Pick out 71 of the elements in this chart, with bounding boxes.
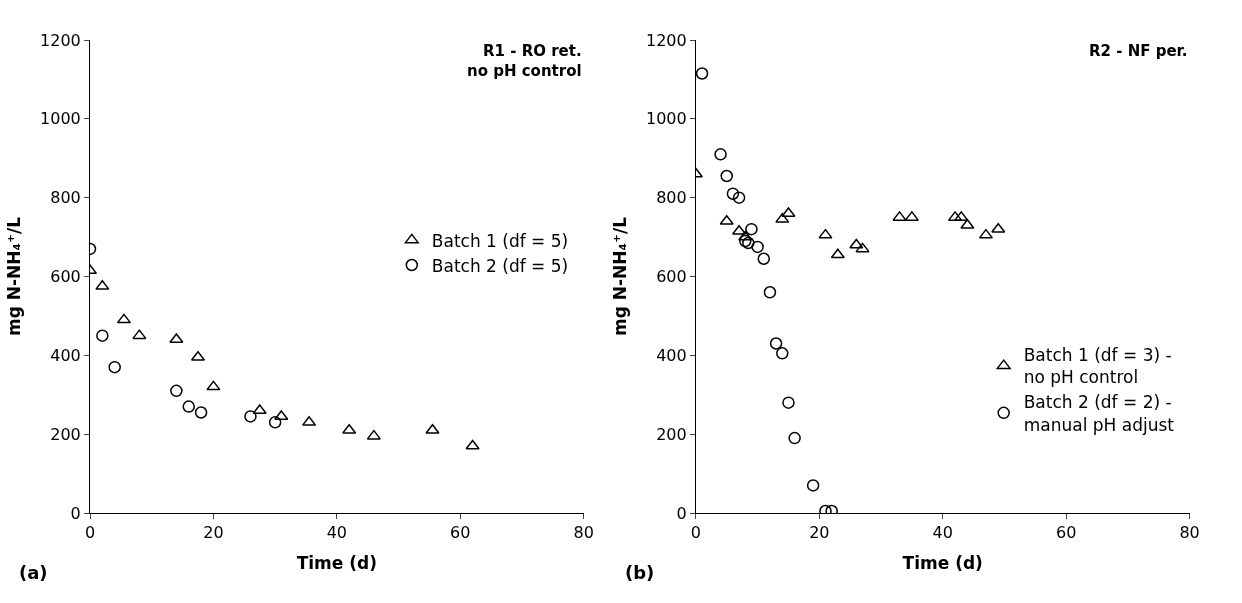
point (720, 169, 733, 183)
point (776, 347, 789, 360)
x-tick-label: 20 (203, 523, 224, 543)
point (695, 67, 709, 80)
y-tick-label: 0 (70, 503, 81, 523)
point (169, 333, 184, 344)
y-tick-label: 600 (656, 267, 687, 287)
point (714, 148, 727, 161)
point (194, 406, 208, 419)
y-tick-label: 1000 (645, 109, 687, 129)
point (132, 329, 147, 340)
point (465, 439, 480, 450)
x-tick-label: 0 (84, 523, 96, 543)
x-axis-title: Time (d) (902, 552, 983, 573)
point (268, 416, 282, 429)
text: (b) (625, 562, 655, 583)
legend-label: Batch 1 (df = 5) (431, 230, 569, 251)
point (763, 286, 777, 299)
text: R1 - RO ret. no pH control (467, 42, 582, 80)
x-tick-label: 80 (573, 523, 594, 543)
x-tick-label: 80 (1179, 523, 1200, 543)
y-tick-label: 200 (50, 424, 81, 444)
point (726, 187, 740, 200)
point (806, 479, 820, 492)
point (751, 240, 764, 254)
point (991, 222, 1006, 233)
point (425, 423, 440, 434)
x-tick-label: 20 (809, 523, 830, 543)
y-tick-label: 800 (50, 188, 81, 208)
text: (a) (19, 562, 48, 583)
point (769, 337, 783, 350)
x-tick-label: 40 (932, 523, 953, 543)
y-tick-label: 200 (656, 424, 687, 444)
y-tick-label: 400 (656, 345, 687, 365)
point (788, 431, 801, 445)
y-tick-label: 0 (676, 503, 687, 523)
point (855, 242, 870, 253)
point (757, 252, 771, 266)
point (244, 410, 257, 423)
y-axis-title: mg N-NH₄⁺/L (609, 216, 630, 336)
x-tick-label: 40 (326, 523, 348, 543)
legend-label: Batch 2 (df = 5) (431, 255, 569, 276)
point (206, 380, 221, 391)
legend-label: Batch 1 (df = 3) - no pH control (1023, 345, 1172, 388)
point (170, 384, 183, 398)
y-tick-label: 1200 (40, 30, 81, 50)
point (745, 222, 758, 236)
point (252, 404, 267, 415)
point (830, 248, 845, 259)
point (738, 230, 753, 241)
point (342, 423, 357, 434)
point (182, 400, 195, 413)
y-tick-label: 1000 (40, 109, 81, 129)
legend-label: Batch 2 (df = 2) - manual pH adjust (1023, 392, 1175, 435)
point (782, 396, 795, 409)
x-axis-title: Time (d) (296, 552, 377, 573)
point (849, 238, 864, 249)
point (96, 329, 109, 342)
x-tick-label: 0 (690, 523, 701, 543)
chart-title: R2 - NF per. (1089, 42, 1188, 60)
y-tick-label: 400 (50, 345, 81, 365)
point (732, 191, 746, 204)
point (366, 429, 381, 440)
y-tick-label: 1200 (645, 30, 687, 50)
x-tick-label: 60 (450, 523, 471, 543)
y-axis-title: mg N-NH₄⁺/L (3, 216, 24, 336)
y-tick-label: 600 (50, 267, 81, 287)
point (108, 360, 121, 374)
x-tick-label: 60 (1055, 523, 1077, 543)
point (818, 228, 833, 239)
y-tick-label: 800 (656, 188, 687, 208)
